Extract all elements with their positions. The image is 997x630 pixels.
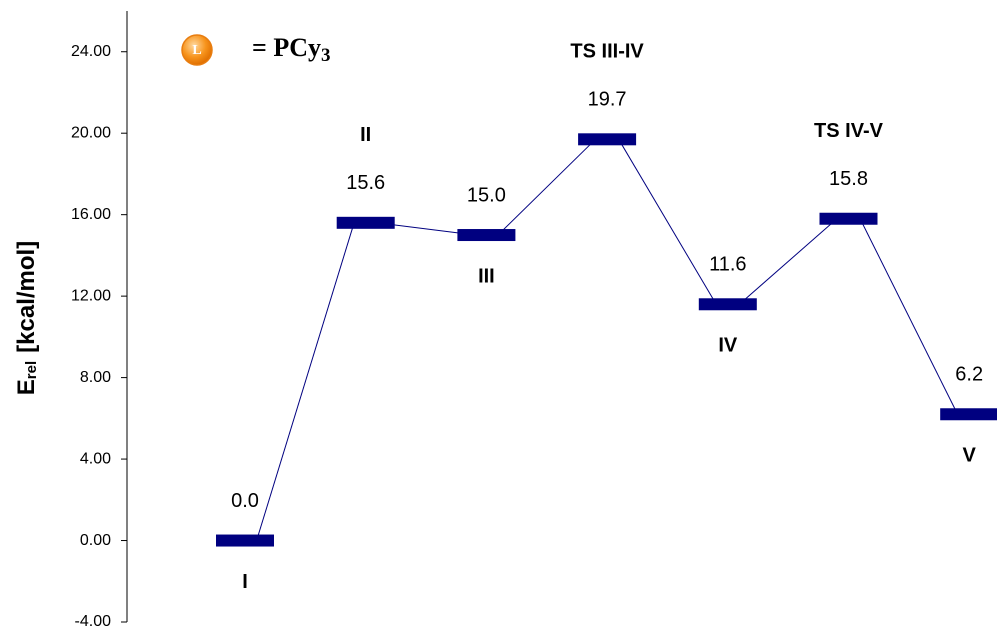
value-label: 15.8 (829, 168, 868, 190)
state-label: II (360, 124, 371, 146)
level-bar (578, 133, 637, 146)
legend-text: = PCy3 (252, 33, 330, 66)
state-label: V (963, 445, 977, 467)
legend-symbol-circle (181, 34, 213, 66)
level-bar (940, 408, 997, 421)
y-tick-label: 8.00 (80, 369, 111, 386)
y-label-sub: rel (23, 361, 40, 379)
state-label: TS III-IV (570, 41, 644, 63)
level-bar (819, 212, 878, 225)
state-label: I (242, 571, 248, 593)
legend: L = PCy3 (181, 33, 330, 66)
y-tick-label: 20.00 (71, 124, 111, 141)
value-label: 0.0 (231, 490, 259, 512)
level-bar (336, 216, 395, 229)
y-tick-label: 16.00 (71, 206, 111, 223)
level-bar (216, 534, 274, 547)
value-label: 15.0 (467, 184, 506, 206)
value-label: 15.6 (346, 172, 385, 194)
legend-subscript: 3 (321, 45, 331, 66)
connector (618, 139, 717, 305)
legend-text-main: = PCy (252, 33, 321, 62)
state-label: TS IV-V (814, 120, 884, 142)
connector (256, 222, 355, 541)
level-bar (457, 229, 516, 242)
y-tick-label: -4.00 (75, 613, 112, 630)
y-tick-label: 4.00 (80, 450, 111, 467)
connector (739, 218, 838, 305)
y-label-unit: [kcal/mol] (13, 241, 40, 353)
y-tick-label: 24.00 (71, 43, 111, 60)
connector (859, 218, 959, 415)
y-axis-label: Erel [kcal/mol] (13, 241, 40, 395)
connector (497, 138, 596, 236)
y-tick-label: 0.00 (80, 532, 111, 549)
level-bar (698, 298, 757, 311)
state-label: IV (718, 335, 738, 357)
value-label: 11.6 (709, 254, 746, 276)
legend-symbol: L (192, 43, 201, 58)
value-label: 19.7 (588, 89, 627, 111)
y-tick-label: 12.00 (71, 287, 111, 304)
value-label: 6.2 (955, 364, 983, 386)
state-label: III (478, 265, 495, 287)
y-label-main: E (13, 379, 40, 395)
